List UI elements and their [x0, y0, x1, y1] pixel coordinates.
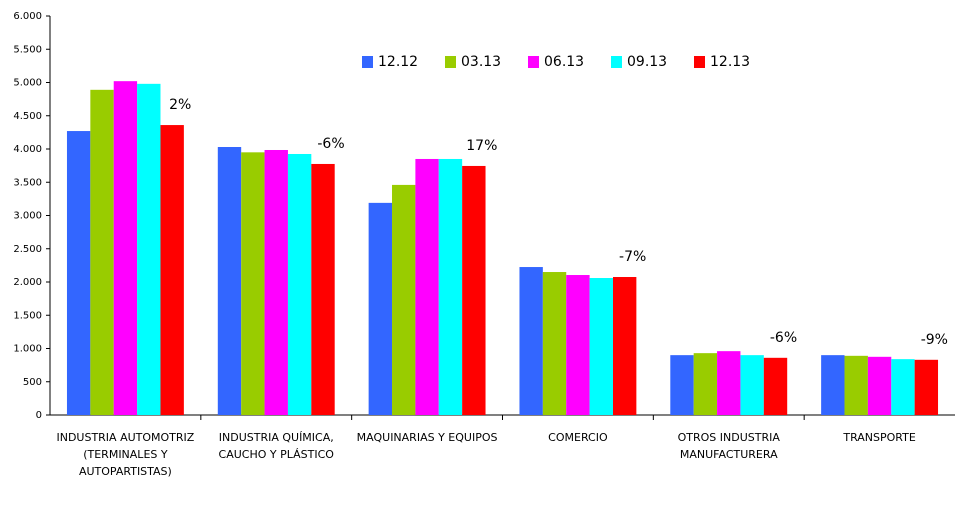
bar	[693, 353, 718, 415]
x-tick-label: TRANSPORTE	[843, 431, 916, 444]
bar	[217, 147, 242, 415]
legend-swatch	[611, 56, 622, 68]
bar	[392, 184, 416, 415]
bar	[763, 357, 788, 415]
legend-label: 09.13	[627, 54, 667, 70]
y-tick-label: 2.500	[13, 244, 42, 255]
legend-swatch	[445, 56, 456, 68]
x-tick-label: INDUSTRIA QUÍMICA, CAUCHO Y PLÁSTICO	[218, 431, 334, 461]
x-tick-label: COMERCIO	[548, 431, 608, 444]
legend-label: 12.13	[710, 54, 750, 70]
bar	[519, 267, 543, 415]
bar	[542, 272, 567, 415]
annotation: -9%	[921, 332, 948, 348]
legend-label: 03.13	[461, 54, 501, 70]
bar	[844, 355, 868, 415]
annotation: -7%	[619, 249, 646, 265]
bar	[891, 359, 915, 415]
bar	[462, 165, 486, 415]
bar	[311, 163, 335, 415]
bar	[612, 277, 637, 415]
bar	[368, 202, 393, 415]
legend-swatch	[528, 56, 539, 68]
annotation: 2%	[169, 97, 191, 113]
bar	[264, 149, 288, 415]
bar	[113, 81, 138, 416]
y-tick-label: 5.000	[13, 78, 42, 89]
y-tick-label: 2.000	[13, 277, 42, 288]
annotation: -6%	[317, 136, 344, 152]
y-tick-label: 4.500	[13, 111, 42, 122]
x-tick-label: OTROS INDUSTRIA MANUFACTURERA	[677, 431, 780, 461]
y-tick-label: 0	[36, 410, 42, 421]
y-tick-label: 3.000	[13, 211, 42, 222]
bar	[589, 278, 613, 415]
y-tick-label: 1.000	[13, 344, 42, 355]
bar	[415, 158, 439, 415]
legend-swatch	[694, 56, 705, 68]
bar	[160, 125, 184, 415]
bar	[287, 153, 312, 416]
x-tick-label: INDUSTRIA AUTOMOTRIZ (TERMINALES Y AUTOP…	[56, 431, 195, 478]
x-tick-label: MAQUINARIAS Y EQUIPOS	[356, 431, 498, 444]
y-tick-label: 5.500	[13, 44, 42, 55]
bar	[241, 152, 265, 415]
bar	[717, 351, 741, 415]
legend-label: 12.12	[378, 54, 418, 70]
bar	[66, 131, 91, 416]
bar	[740, 355, 764, 415]
legend-label: 06.13	[544, 54, 584, 70]
bar	[566, 275, 590, 415]
y-tick-label: 500	[23, 377, 42, 388]
bar	[670, 355, 694, 415]
y-tick-label: 3.500	[13, 177, 42, 188]
annotation: 17%	[466, 138, 497, 154]
y-tick-label: 6.000	[13, 11, 42, 22]
bar	[438, 158, 463, 415]
bar	[90, 89, 114, 415]
y-tick-label: 1.500	[13, 310, 42, 321]
bar	[914, 359, 939, 415]
bar	[137, 83, 161, 415]
bar	[867, 356, 892, 415]
annotation: -6%	[770, 330, 797, 346]
bar	[821, 355, 845, 415]
y-tick-label: 4.000	[13, 144, 42, 155]
legend-swatch	[362, 56, 373, 68]
